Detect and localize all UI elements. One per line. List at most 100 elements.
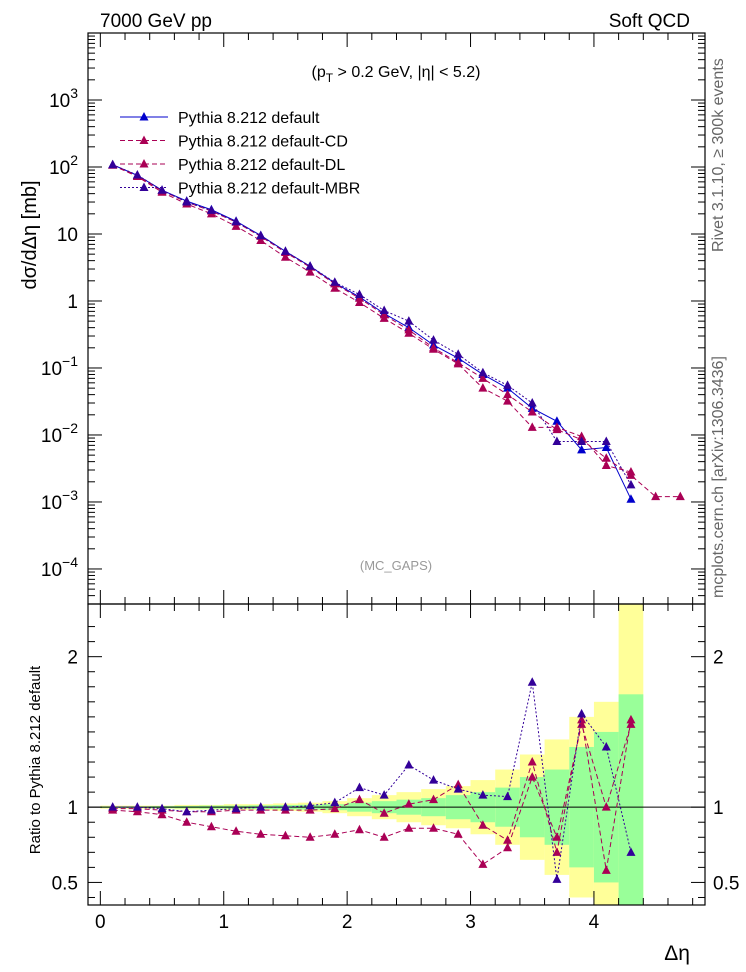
legend-marker bbox=[139, 112, 149, 121]
main-0-point bbox=[601, 442, 611, 452]
main-1-point bbox=[601, 453, 611, 462]
y-tick-label: 10−4 bbox=[41, 554, 78, 581]
main-2-point bbox=[577, 431, 587, 440]
main-2-point bbox=[527, 422, 537, 431]
main-2-point bbox=[231, 221, 241, 230]
ratio-0-point bbox=[577, 714, 587, 724]
main-1-line bbox=[112, 164, 681, 498]
main-2-point bbox=[330, 283, 340, 292]
ratio-2-point bbox=[577, 708, 587, 718]
main-3-point bbox=[182, 197, 192, 206]
main-3-point bbox=[108, 159, 118, 169]
main-3-point bbox=[379, 305, 389, 315]
main-1-series bbox=[108, 160, 685, 501]
y-tick-label: 10−3 bbox=[41, 487, 78, 514]
ratio-1-point bbox=[527, 772, 537, 781]
y-tick-label: 10−2 bbox=[41, 420, 78, 447]
x-tick-label: 0 bbox=[95, 912, 106, 933]
y-tick-label: 1 bbox=[67, 292, 78, 313]
main-3-point bbox=[404, 316, 414, 325]
ratio-1-point bbox=[552, 832, 562, 841]
legend-label: Pythia 8.212 default-MBR bbox=[178, 181, 360, 198]
ratio-2-point bbox=[108, 802, 118, 811]
main-2-point bbox=[453, 358, 463, 368]
main-2-point bbox=[626, 467, 636, 476]
side-label-top: Rivet 3.1.10, ≥ 300k events bbox=[710, 58, 727, 252]
ratio-y-tick-label-right: 1 bbox=[713, 798, 724, 819]
y-tick-label: 103 bbox=[49, 85, 78, 112]
ratio-0-point bbox=[527, 757, 537, 766]
ratio-ylabel: Ratio to Pythia 8.212 default bbox=[27, 665, 44, 854]
main-3-point bbox=[132, 169, 142, 179]
main-3-point bbox=[478, 367, 488, 377]
ratio-2-point bbox=[527, 677, 537, 686]
ratio-2-point bbox=[280, 802, 290, 811]
y-tick-label: 102 bbox=[49, 152, 78, 179]
main-2-point bbox=[404, 328, 414, 337]
main-0-series bbox=[108, 159, 636, 503]
ratio-0-point bbox=[305, 805, 315, 814]
side-label-bottom: mcplots.cern.ch [arXiv:1306.3436] bbox=[710, 356, 727, 598]
legend-label: Pythia 8.212 default-CD bbox=[178, 134, 348, 151]
main-2-point bbox=[478, 383, 488, 392]
ratio-2-point bbox=[379, 790, 389, 799]
legend-marker bbox=[139, 135, 149, 144]
ratio-2-point bbox=[256, 802, 266, 811]
x-tick-label: 3 bbox=[465, 912, 476, 933]
main-1-point bbox=[651, 491, 661, 501]
ratio-2-point bbox=[354, 782, 364, 792]
x-tick-label: 2 bbox=[342, 912, 353, 933]
main-3-point bbox=[157, 185, 167, 194]
ratio-2-point bbox=[429, 775, 439, 784]
main-3-point bbox=[453, 349, 463, 358]
ratio-y-tick-label: 1 bbox=[67, 798, 78, 819]
ratio-1-point bbox=[157, 809, 167, 819]
ratio-1-point bbox=[280, 830, 290, 840]
ratio-1-point bbox=[231, 826, 241, 835]
main-0-line bbox=[112, 164, 632, 500]
analysis-tag: (MC_GAPS) bbox=[360, 558, 432, 573]
ratio-0-point bbox=[354, 794, 364, 804]
ratio-y-tick-label: 2 bbox=[67, 648, 78, 669]
ratio-1-point bbox=[601, 802, 611, 811]
main-3-point bbox=[527, 398, 537, 407]
main-3-point bbox=[552, 436, 562, 445]
main-2-point bbox=[354, 297, 364, 306]
main-3-point bbox=[305, 261, 315, 270]
cut-label: (pT > 0.2 GeV, |η| < 5.2) bbox=[312, 64, 481, 85]
main-0-point bbox=[577, 444, 587, 454]
main-3-line bbox=[112, 164, 632, 486]
ratio-1-point bbox=[132, 806, 142, 816]
ratio-1-point bbox=[182, 817, 192, 826]
header-right: Soft QCD bbox=[609, 11, 690, 32]
ratio-0-point bbox=[478, 820, 488, 829]
ratio-2-point bbox=[206, 805, 216, 814]
ratio-2-point bbox=[404, 760, 414, 769]
ratio-0-point bbox=[626, 714, 636, 724]
ratio-2-point bbox=[453, 784, 463, 793]
main-2-line bbox=[112, 164, 632, 473]
ratio-1-point bbox=[256, 829, 266, 838]
ratio-2-point bbox=[182, 806, 192, 816]
main-2-point bbox=[552, 422, 562, 431]
ratio-1-point bbox=[305, 832, 315, 841]
ratio-0-point bbox=[379, 808, 389, 817]
main-3-series bbox=[108, 159, 636, 489]
ratio-1-point bbox=[453, 829, 463, 838]
ratio-2-point bbox=[601, 741, 611, 751]
main-1-point bbox=[675, 491, 685, 501]
ratio-y-tick-label-right: 0.5 bbox=[713, 873, 739, 894]
y-tick-label: 10 bbox=[57, 225, 78, 246]
ratio-0-point bbox=[404, 799, 414, 808]
ratio-2-point bbox=[478, 790, 488, 799]
main-3-point bbox=[577, 436, 587, 445]
main-2-point bbox=[601, 460, 611, 470]
main-2-point bbox=[429, 344, 439, 353]
ratio-2-point bbox=[231, 803, 241, 813]
ratio-2-point bbox=[330, 797, 340, 807]
ratio-0-point bbox=[552, 847, 562, 856]
main-2-point bbox=[379, 313, 389, 322]
main-2-point bbox=[305, 267, 315, 276]
main-3-point bbox=[231, 216, 241, 226]
